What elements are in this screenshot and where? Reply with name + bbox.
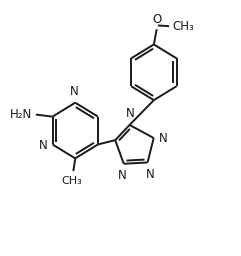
Text: N: N: [117, 169, 126, 182]
Text: O: O: [152, 13, 161, 26]
Text: N: N: [70, 85, 79, 98]
Text: N: N: [146, 168, 154, 181]
Text: CH₃: CH₃: [62, 176, 82, 186]
Text: CH₃: CH₃: [172, 20, 194, 33]
Text: N: N: [159, 132, 168, 145]
Text: N: N: [39, 139, 47, 152]
Text: H₂N: H₂N: [10, 108, 32, 121]
Text: N: N: [126, 107, 135, 120]
